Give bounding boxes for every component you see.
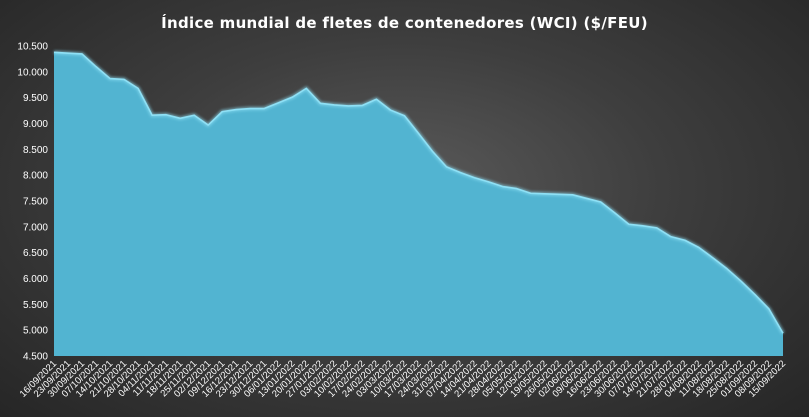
y-tick-label: 10.000	[17, 67, 48, 78]
series-line	[53, 51, 784, 334]
y-tick-label: 5.500	[23, 300, 48, 311]
y-tick-label: 9.000	[23, 119, 48, 130]
y-tick-label: 7.000	[23, 222, 48, 233]
y-tick-label: 8.500	[23, 145, 48, 156]
y-tick-label: 10.500	[17, 42, 48, 53]
y-tick-label: 6.500	[23, 248, 48, 259]
y-tick-label: 9.500	[23, 93, 48, 104]
y-tick-label: 4.500	[23, 352, 48, 363]
y-tick-label: 5.000	[23, 326, 48, 337]
y-tick-label: 7.500	[23, 197, 48, 208]
y-tick-label: 6.000	[23, 274, 48, 285]
series-area	[54, 52, 783, 356]
chart-title: Índice mundial de fletes de contenedores…	[161, 14, 648, 32]
y-tick-label: 8.000	[23, 171, 48, 182]
